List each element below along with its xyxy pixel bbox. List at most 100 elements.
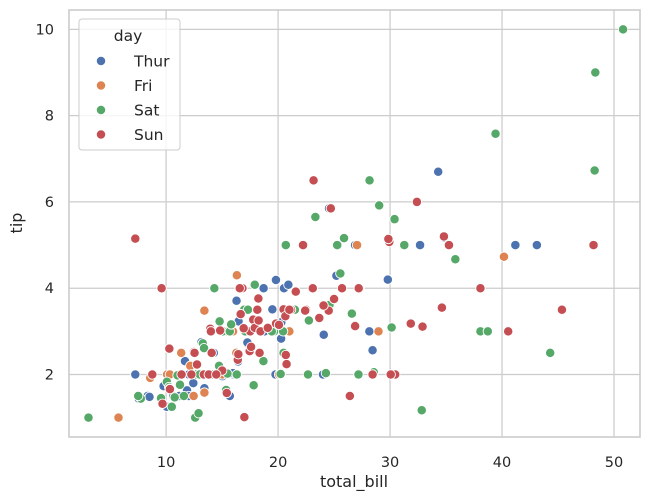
point-sun [186, 369, 197, 380]
series-sun [130, 175, 599, 423]
legend-marker-sun [95, 129, 107, 140]
point-sat [231, 369, 242, 380]
point-sun [164, 343, 175, 354]
legend-item-sat[interactable]: Sat [95, 102, 159, 120]
point-sat [589, 165, 600, 176]
point-sun [238, 323, 249, 334]
point-sat [364, 175, 375, 186]
point-sat [310, 211, 321, 223]
point-sat [332, 239, 343, 251]
point-thur [130, 369, 141, 380]
point-sat [353, 369, 364, 380]
point-fri [188, 390, 199, 402]
point-sun [205, 326, 217, 337]
point-sun [254, 347, 265, 359]
legend-frame [78, 18, 181, 151]
point-sat [193, 408, 204, 419]
legend-item-thur[interactable]: Thur [95, 53, 170, 71]
point-sat [303, 315, 315, 326]
point-thur [318, 329, 329, 340]
y-axis-label: tip [7, 213, 26, 234]
point-sat [335, 268, 346, 279]
point-sun [503, 326, 514, 337]
point-sun [290, 286, 301, 297]
point-sun [411, 196, 423, 208]
point-fri [113, 412, 124, 423]
point-sat [214, 316, 225, 327]
point-sun [239, 412, 250, 423]
point-fri [176, 347, 187, 359]
point-sun [336, 283, 348, 294]
point-sat [450, 254, 461, 265]
point-sun [234, 283, 245, 294]
point-sun [147, 369, 158, 380]
y-tick-label: 10 [36, 22, 54, 38]
data-points [83, 24, 629, 423]
point-sat [374, 200, 385, 211]
legend-marker-fri [95, 80, 107, 91]
point-sun [281, 358, 292, 370]
point-sat [302, 369, 314, 380]
point-sat [416, 405, 427, 416]
point-fri [373, 326, 384, 337]
point-sun [436, 302, 448, 313]
point-sun [273, 319, 285, 331]
x-tick-label: 10 [157, 455, 175, 471]
point-sun [245, 341, 257, 353]
legend-item-fri[interactable]: Fri [95, 77, 152, 95]
point-sun [307, 283, 318, 294]
point-sat [590, 67, 601, 78]
point-sat [617, 24, 629, 35]
point-sun [191, 359, 203, 370]
point-sat [209, 283, 220, 294]
point-sun [308, 175, 319, 186]
x-tick-label: 30 [381, 455, 399, 471]
point-sat [83, 412, 94, 423]
point-sun [314, 312, 325, 324]
point-thur [270, 274, 282, 286]
point-sun [385, 369, 396, 380]
point-sun [367, 369, 378, 380]
point-sun [206, 347, 217, 359]
point-sun [344, 390, 356, 402]
legend[interactable]: day Thur Fri Sat Sun [78, 18, 181, 151]
point-sun [189, 347, 200, 359]
point-sun [588, 239, 599, 251]
point-sat [166, 401, 177, 412]
x-tick-label: 40 [493, 455, 511, 471]
point-sun [405, 318, 416, 329]
point-sun [318, 300, 329, 311]
point-sat [320, 368, 332, 379]
point-sun [297, 239, 309, 251]
point-sun [215, 325, 226, 336]
legend-item-sun[interactable]: Sun [95, 126, 164, 144]
legend-label-sat: Sat [134, 102, 159, 120]
point-sun [130, 233, 141, 244]
point-fri [199, 305, 210, 316]
point-sat [280, 239, 291, 251]
point-sun [164, 383, 176, 395]
point-sun [252, 304, 263, 315]
point-thur [144, 391, 155, 403]
point-fri [498, 251, 510, 262]
point-sat [338, 233, 350, 244]
legend-title: day [114, 27, 143, 45]
x-tick-label: 50 [605, 455, 623, 471]
point-sun [475, 283, 486, 294]
point-fri [199, 387, 210, 398]
legend-label-sun: Sun [134, 126, 164, 144]
point-sun [284, 304, 295, 315]
point-thur [231, 295, 242, 306]
point-thur [414, 239, 426, 251]
y-tick-label: 4 [45, 281, 54, 297]
point-sun [233, 349, 244, 360]
point-sun [417, 321, 428, 332]
point-thur [382, 274, 393, 285]
point-thur [531, 239, 543, 251]
point-sat [249, 279, 260, 290]
point-sun [235, 308, 246, 320]
point-sun [280, 349, 291, 361]
point-sat [482, 326, 493, 337]
point-sun [221, 387, 232, 399]
